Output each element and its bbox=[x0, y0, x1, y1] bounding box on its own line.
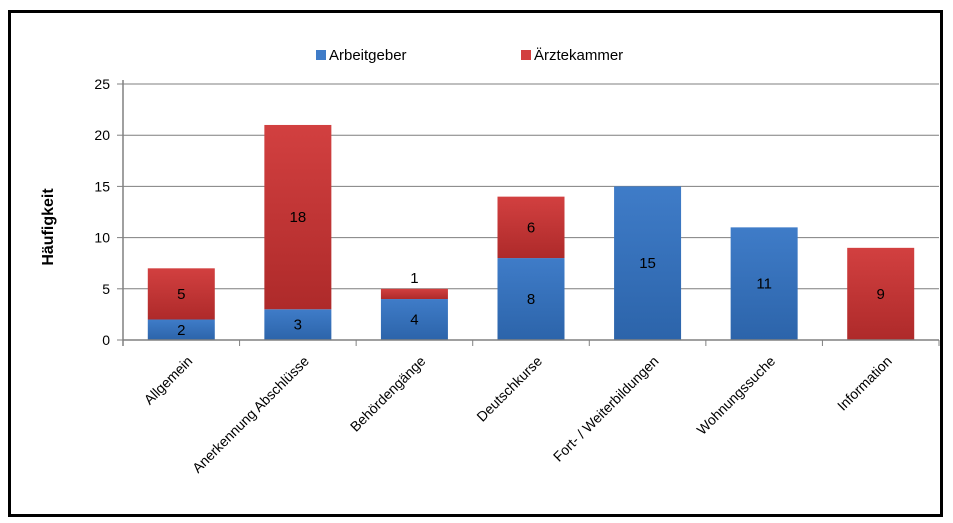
legend-label-arbeitgeber: Arbeitgeber bbox=[329, 47, 407, 64]
legend-label-aerztekammer: Ärztekammer bbox=[534, 47, 623, 64]
data-label: 2 bbox=[177, 322, 185, 339]
x-category-label: Information bbox=[834, 353, 895, 414]
y-tick-label: 25 bbox=[94, 76, 110, 92]
y-tick-label: 5 bbox=[102, 281, 110, 297]
bar-aerztekammer bbox=[147, 268, 215, 320]
data-label: 5 bbox=[177, 286, 185, 303]
data-label: 15 bbox=[639, 255, 656, 272]
x-category-label: Anerkennung Abschlüsse bbox=[189, 353, 312, 476]
data-label: 8 bbox=[527, 291, 535, 308]
chart-frame: 0 5 10 15 20 25 Allgemein Anerkennung Abschlüss… bbox=[8, 10, 943, 517]
bar-arbeitgeber bbox=[380, 299, 448, 340]
bar-arbeitgeber bbox=[497, 258, 565, 340]
x-category-label: Fort- / Weiterbildungen bbox=[550, 353, 662, 465]
legend: Arbeitgeber Ärztekammer bbox=[316, 47, 623, 64]
y-tick-label: 10 bbox=[94, 230, 110, 246]
gridlines bbox=[123, 83, 939, 290]
data-label: 18 bbox=[290, 209, 307, 226]
y-tick-label: 0 bbox=[102, 332, 110, 348]
data-label: 11 bbox=[756, 276, 772, 293]
x-category-label: Allgemein bbox=[141, 353, 196, 408]
x-category-label: Wohnungssuche bbox=[693, 353, 778, 438]
bar-arbeitgeber bbox=[730, 227, 798, 340]
data-label: 9 bbox=[877, 286, 885, 303]
legend-swatch-arbeitgeber bbox=[316, 50, 326, 60]
x-category-label: Behördengänge bbox=[347, 353, 429, 435]
bars bbox=[147, 124, 915, 340]
data-label: 3 bbox=[294, 317, 302, 334]
bar-aerztekammer bbox=[847, 247, 915, 340]
y-tick-label: 20 bbox=[94, 127, 110, 143]
data-label: 4 bbox=[410, 312, 418, 329]
x-category-label: Deutschkurse bbox=[473, 353, 545, 425]
y-axis-label: Häufigkeit bbox=[40, 188, 57, 266]
bar-arbeitgeber bbox=[614, 186, 682, 340]
y-tick-label: 15 bbox=[94, 178, 110, 194]
data-label: 1 bbox=[410, 270, 418, 287]
bar-arbeitgeber bbox=[264, 309, 332, 340]
bar-arbeitgeber bbox=[147, 319, 215, 340]
bar-aerztekammer bbox=[497, 196, 565, 259]
legend-swatch-aerztekammer bbox=[521, 50, 531, 60]
bar-aerztekammer bbox=[380, 288, 448, 300]
data-label: 6 bbox=[527, 219, 535, 236]
bar-aerztekammer bbox=[264, 124, 332, 310]
